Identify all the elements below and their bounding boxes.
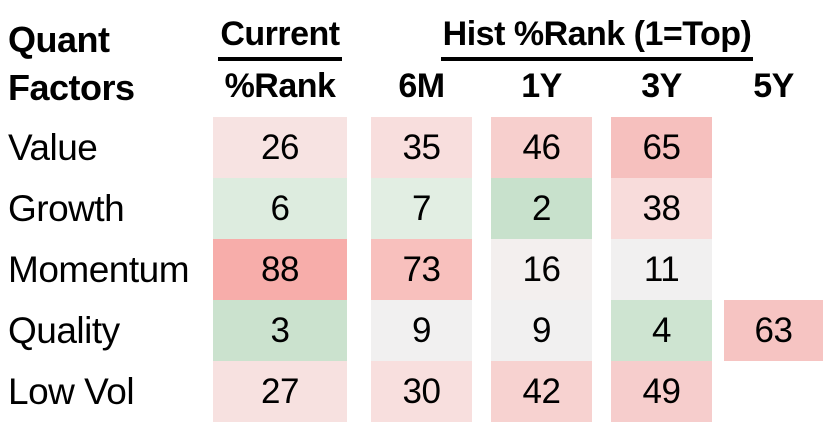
heatmap-cell: 4 (611, 300, 712, 361)
row-label-low-vol: Low Vol (8, 371, 135, 412)
heatmap-cell: 26 (213, 117, 347, 178)
row-header-line1: Quant (8, 19, 110, 60)
heatmap-cell: 63 (724, 300, 823, 361)
heatmap-cell: 6 (213, 178, 347, 239)
row-header-line2: Factors (8, 67, 135, 108)
heatmap-cell: 88 (213, 239, 347, 300)
row-label-quality: Quality (8, 310, 120, 351)
column-header-6m: 6M (398, 67, 445, 105)
heatmap-cell: 42 (491, 361, 592, 422)
heatmap-cell: 73 (371, 239, 472, 300)
heatmap-cell-empty (724, 178, 823, 239)
column-header-5y: 5Y (753, 67, 794, 105)
row-label-value: Value (8, 127, 98, 168)
heatmap-cell-empty (724, 361, 823, 422)
group-header-hist: Hist %Rank (1=Top) (371, 12, 823, 61)
heatmap-cell: 49 (611, 361, 712, 422)
row-label-momentum: Momentum (8, 249, 190, 290)
column-header-1y: 1Y (521, 67, 562, 105)
row-label-growth: Growth (8, 188, 125, 229)
heatmap-cell: 35 (371, 117, 472, 178)
heatmap-cell: 3 (213, 300, 347, 361)
group-header-current: Current (213, 12, 347, 61)
heatmap-cell: 16 (491, 239, 592, 300)
heatmap-cell-empty (724, 239, 823, 300)
heatmap-cell: 2 (491, 178, 592, 239)
heatmap-cell: 9 (491, 300, 592, 361)
column-header-3y: 3Y (641, 67, 682, 105)
heatmap-cell: 11 (611, 239, 712, 300)
heatmap-cell: 7 (371, 178, 472, 239)
heatmap-cell: 30 (371, 361, 472, 422)
group-header-current-label: Current (218, 12, 342, 61)
heatmap-cell-empty (724, 117, 823, 178)
heatmap-cell: 27 (213, 361, 347, 422)
heatmap-cell: 9 (371, 300, 472, 361)
row-header: Quant Factors (8, 16, 208, 112)
group-header-hist-label: Hist %Rank (1=Top) (440, 12, 754, 61)
heatmap-cell: 65 (611, 117, 712, 178)
heatmap-cell: 38 (611, 178, 712, 239)
heatmap-cell: 46 (491, 117, 592, 178)
column-header-current-rank: %Rank (224, 67, 336, 105)
